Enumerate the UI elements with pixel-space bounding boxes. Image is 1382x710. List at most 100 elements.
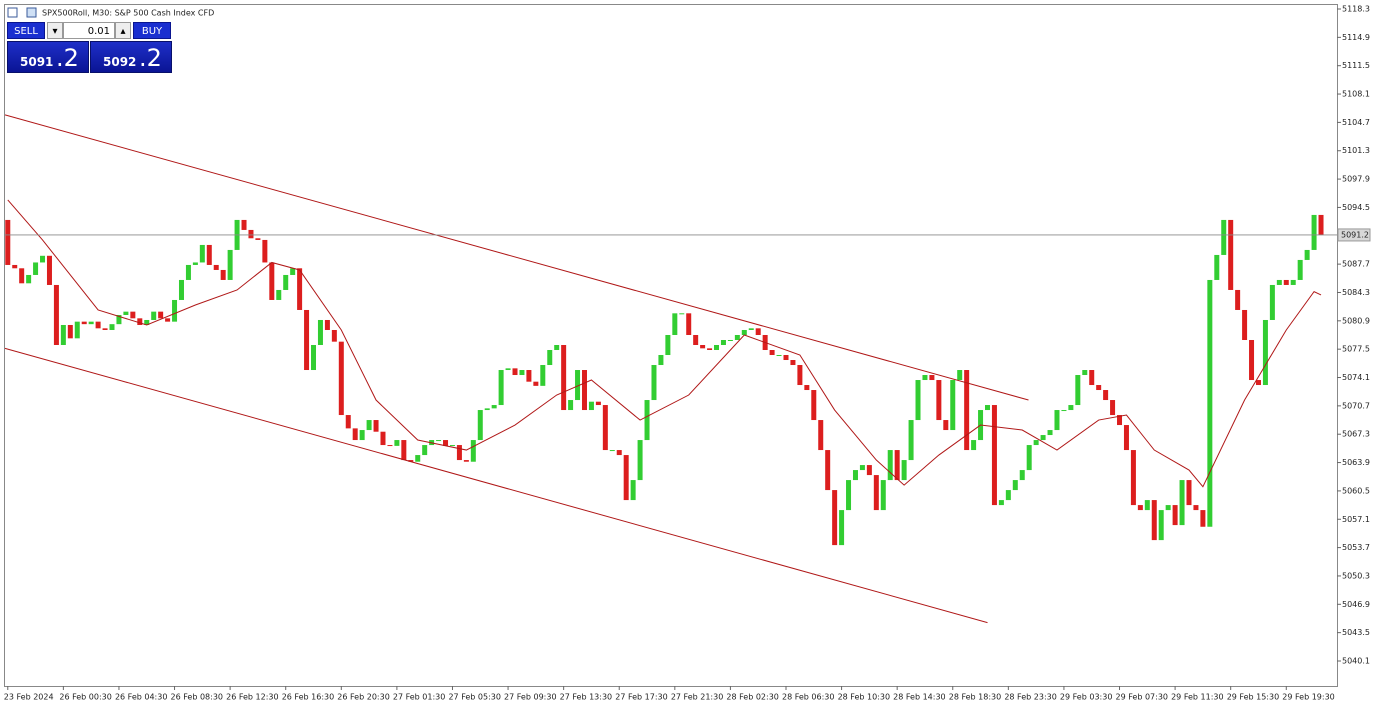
sell-button[interactable]: SELL <box>7 22 45 39</box>
lot-down[interactable]: ▾ <box>47 22 63 39</box>
candle-body <box>102 328 108 330</box>
candle-body <box>964 370 970 451</box>
y-tick-label: 5080.9 <box>1342 316 1370 325</box>
candle-body <box>971 440 977 451</box>
y-tick-label: 5074.1 <box>1342 373 1370 382</box>
candle-body <box>644 400 650 441</box>
trade-panel: SELL ▾ 0.01 ▴ BUY 5091.2 5092.2 <box>7 22 172 73</box>
candle-body <box>588 401 594 411</box>
candle-body <box>547 350 553 366</box>
candle-body <box>130 311 136 319</box>
candle-body <box>1228 219 1234 290</box>
x-tick-label: 28 Feb 02:30 <box>726 693 778 702</box>
candle-body <box>818 420 824 451</box>
bid-main: 5091 <box>20 55 54 69</box>
candle-body <box>151 311 157 320</box>
candle-body <box>526 370 532 382</box>
bid-box[interactable]: 5091.2 <box>7 41 89 73</box>
candle-body <box>797 365 803 386</box>
candle-body <box>693 334 699 345</box>
candle-body <box>373 420 379 432</box>
candle-body <box>1096 385 1102 391</box>
candle-body <box>929 375 935 381</box>
candle-body <box>1026 445 1032 471</box>
candle-body <box>679 313 685 315</box>
candle-body <box>172 299 178 322</box>
chart-title: SPX500Roll, M30: S&P 500 Cash Index CFD <box>42 9 214 18</box>
candle-body <box>1297 259 1303 280</box>
y-tick-label: 5043.5 <box>1342 628 1370 637</box>
candle-body <box>804 385 810 391</box>
candle-body <box>95 321 101 329</box>
x-tick-label: 29 Feb 07:30 <box>1116 693 1168 702</box>
y-tick-label: 5111.5 <box>1342 61 1370 70</box>
candle-body <box>540 365 546 386</box>
lot-input[interactable]: 0.01 <box>63 22 115 39</box>
candle-body <box>1221 219 1227 255</box>
x-tick-label: 28 Feb 14:30 <box>893 693 945 702</box>
candle-body <box>345 415 351 429</box>
candle-body <box>331 329 337 342</box>
candle-body <box>255 238 261 240</box>
candle-body <box>672 313 678 335</box>
candle-body <box>408 460 414 462</box>
ask-box[interactable]: 5092.2 <box>90 41 172 73</box>
candle-body <box>1130 450 1136 506</box>
y-tick-label: 5104.7 <box>1342 118 1370 127</box>
candle-body <box>262 239 268 263</box>
y-tick-label: 5101.3 <box>1342 146 1370 155</box>
candle-body <box>1005 490 1011 501</box>
candle-body <box>1151 500 1157 541</box>
candle-body <box>700 345 706 349</box>
candle-body <box>734 334 740 340</box>
candle-body <box>984 405 990 411</box>
candle-body <box>741 329 747 335</box>
candle-body <box>60 324 66 345</box>
candle-body <box>1207 279 1213 527</box>
ask-main: 5092 <box>103 55 137 69</box>
candle-body <box>1089 370 1095 386</box>
candle-body <box>707 348 713 351</box>
candle-body <box>1082 370 1088 376</box>
icon <box>7 7 18 18</box>
y-tick-label: 5067.3 <box>1342 430 1370 439</box>
candle-body <box>1269 284 1275 320</box>
candle-body <box>686 313 692 335</box>
x-tick-label: 29 Feb 03:30 <box>1060 693 1112 702</box>
candle-body <box>1200 510 1206 527</box>
candle-body <box>825 450 831 491</box>
candle-body <box>623 455 629 501</box>
candle-body <box>1186 480 1192 506</box>
candle-body <box>915 380 921 421</box>
candle-body <box>137 318 143 325</box>
candle-body <box>581 370 587 411</box>
candle-body <box>1193 505 1199 511</box>
candle-body <box>498 370 504 406</box>
candle-body <box>1165 505 1171 511</box>
candle-body <box>199 244 205 263</box>
candle-body <box>943 420 949 431</box>
candle-body <box>1061 410 1067 412</box>
candle-body <box>595 401 601 406</box>
y-tick-label: 5108.1 <box>1342 90 1370 99</box>
candle-body <box>568 400 574 411</box>
candle-body <box>88 321 94 325</box>
candle-body <box>290 268 296 275</box>
candle-body <box>81 321 87 325</box>
candle-body <box>144 319 150 325</box>
current-price-label: 5091.2 <box>1341 230 1369 239</box>
buy-button[interactable]: BUY <box>133 22 171 39</box>
moving-average <box>7 199 1322 488</box>
candle-body <box>338 341 344 416</box>
candle-body <box>512 368 518 376</box>
lot-up[interactable]: ▴ <box>115 22 131 39</box>
candle-body <box>123 311 129 315</box>
candle-body <box>769 350 775 356</box>
candle-body <box>109 324 115 330</box>
candle-body <box>394 440 400 446</box>
candle-body <box>324 319 330 330</box>
candle-body <box>491 405 497 409</box>
candle-body <box>991 405 997 506</box>
x-tick-label: 23 Feb 2024 <box>4 693 54 702</box>
